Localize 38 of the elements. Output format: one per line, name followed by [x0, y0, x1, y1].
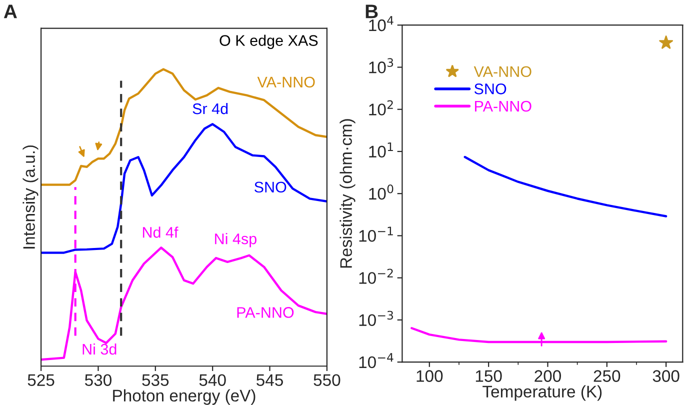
x-tick-label: 530: [84, 374, 112, 386]
x-tick-label: 535: [142, 374, 169, 386]
series-label: VA-NNO: [257, 76, 315, 88]
line-series: [410, 327, 668, 344]
x-tick-label: 150: [476, 370, 502, 382]
chart-title: B: [366, 4, 378, 18]
line-series: [464, 156, 668, 218]
x-tick-label: 300: [652, 370, 680, 382]
y-tick-label: 10$^{−4}$: [359, 353, 394, 368]
y-tick-label: 10$^{2}$: [369, 100, 393, 116]
y-tick-label: 10$^{−2}$: [359, 268, 393, 284]
x-tick-label: 540: [199, 374, 226, 386]
y-tick-label: 10$^{0}$: [369, 184, 394, 200]
legend-label: VA-NNO: [474, 66, 532, 78]
y-tick-label: 10$^{−3}$: [359, 310, 394, 326]
series-label: SNO: [254, 182, 286, 193]
x-axis-title: Temperature (K): [482, 385, 602, 401]
annotation: Nd 4f: [142, 226, 178, 238]
chart-title: A: [4, 4, 17, 18]
y-tick-label: 10$^{3}$: [369, 58, 394, 74]
annotation: Ni 4sp: [215, 233, 256, 248]
x-tick-label: 250: [594, 370, 620, 382]
series-label: PA-NNO: [237, 307, 294, 318]
x-tick-label: 100: [416, 370, 443, 382]
annotation: Ni 3d: [82, 343, 116, 355]
y-axis-title: Resistivity (ohm·cm): [340, 119, 356, 268]
legend-label: SNO: [474, 84, 506, 94]
y-tick-label: 10$^{−1}$: [359, 226, 393, 242]
text: O K edge XAS: [220, 34, 318, 49]
x-tick-label: 550: [314, 374, 340, 386]
x-tick-label: 525: [28, 374, 54, 386]
x-axis-title: Photon energy (eV): [113, 389, 256, 405]
y-axis-title: Intensity (a.u.): [22, 145, 38, 248]
legend-label: PA-NNO: [475, 100, 532, 112]
y-tick-label: 10$^{1}$: [369, 142, 393, 158]
x-tick-label: 545: [256, 374, 283, 386]
x-tick-label: 200: [534, 370, 561, 382]
annotation: Sr 4d: [192, 102, 228, 114]
